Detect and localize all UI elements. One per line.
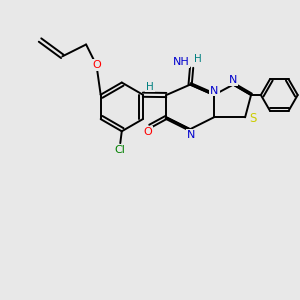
Text: N: N [187, 130, 195, 140]
Text: H: H [146, 82, 154, 92]
Text: H: H [194, 54, 202, 64]
Text: N: N [228, 75, 237, 85]
Text: N: N [210, 85, 219, 96]
Text: O: O [143, 127, 152, 137]
Text: S: S [249, 112, 256, 125]
Text: Cl: Cl [115, 145, 126, 155]
Text: O: O [92, 60, 101, 70]
Text: NH: NH [173, 57, 190, 67]
